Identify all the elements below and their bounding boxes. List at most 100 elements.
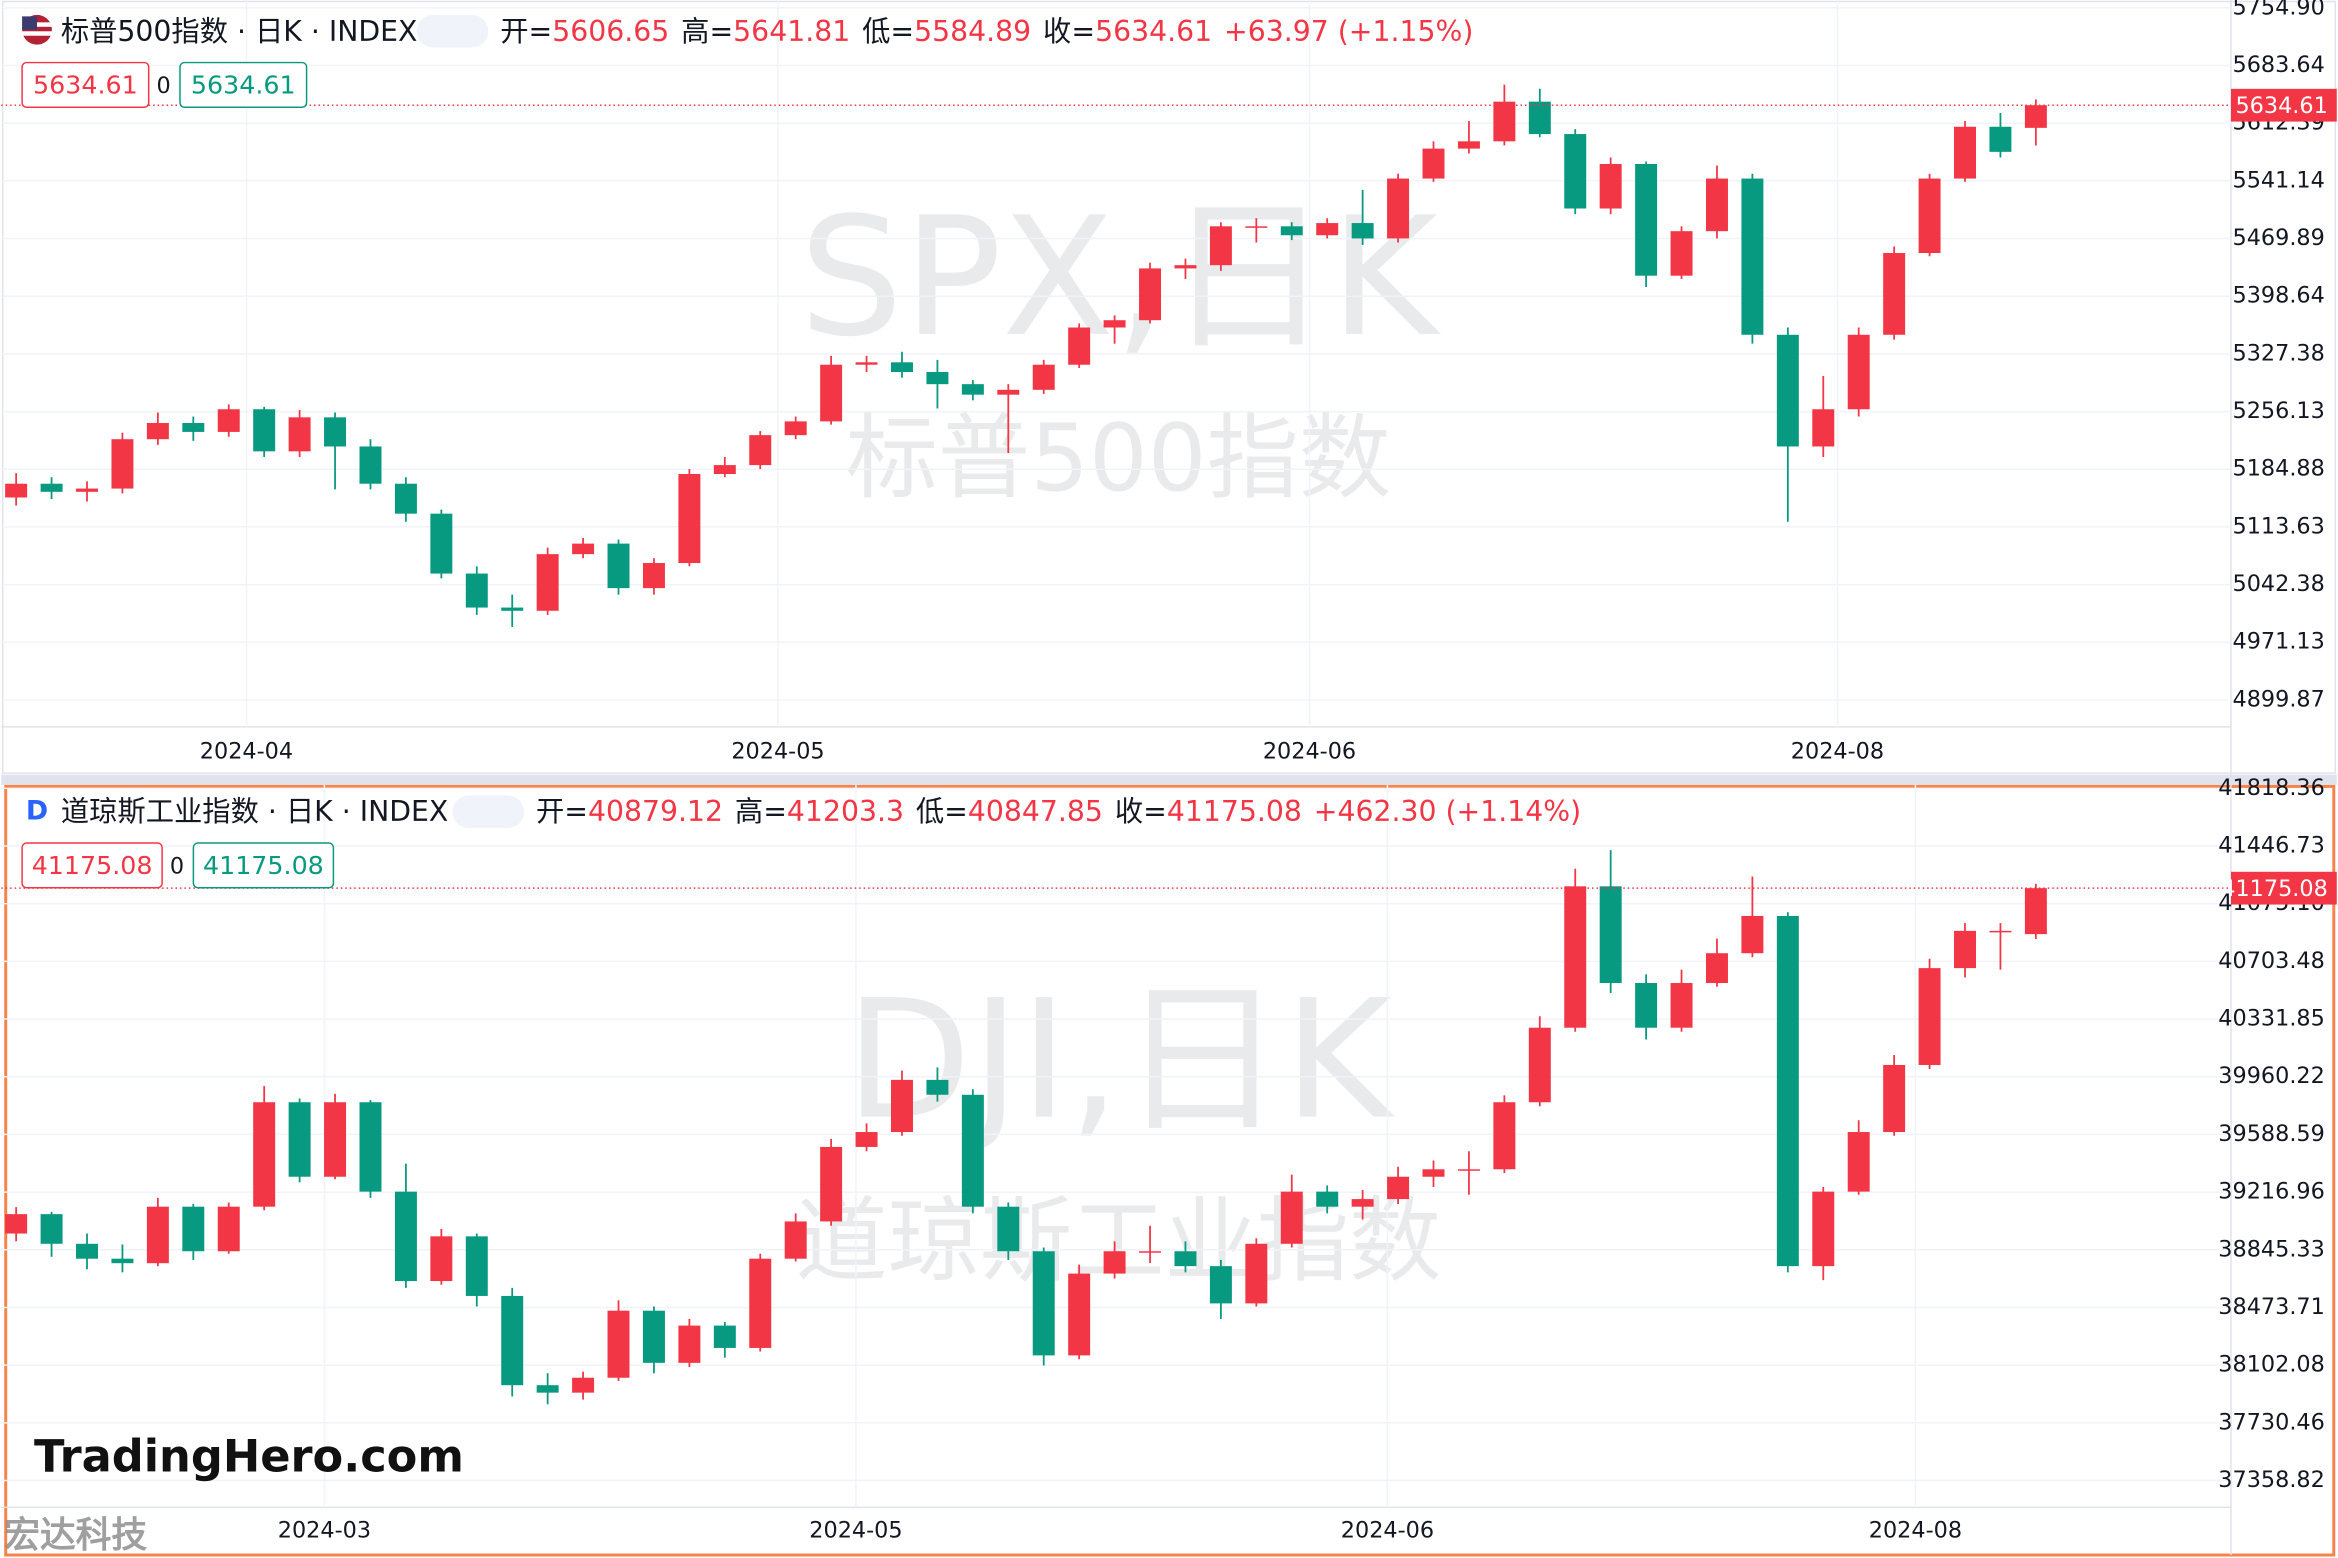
header: 标普500指数 · 日K · INDEX <box>61 15 418 48</box>
flag-icon <box>22 14 52 45</box>
candle-body <box>1812 409 1835 447</box>
candle-body <box>1280 226 1303 236</box>
candle-body <box>926 1079 949 1095</box>
close-badge-label: 5634.61 <box>191 69 296 99</box>
close-badge <box>21 61 150 108</box>
y-tick-label: 39216.96 <box>2218 1179 2325 1205</box>
candle-body <box>40 483 63 492</box>
candle-body <box>324 417 347 447</box>
panel-frame <box>1 0 2337 774</box>
candle-body <box>1422 1169 1445 1177</box>
close-badge-label: 5634.61 <box>33 69 138 99</box>
candle-body <box>1316 223 1339 236</box>
ohlc: 开=40879.12 高=41203.3 低=40847.85 收=41175.08 +… <box>536 795 1581 828</box>
candle-body <box>1989 930 2012 933</box>
ohlc-label: 收= <box>1043 15 1095 48</box>
candle-body <box>1918 178 1941 254</box>
candle-body <box>1528 101 1551 135</box>
x-tick-label: 2024-08 <box>1869 1518 1962 1544</box>
candle-body <box>1457 1169 1480 1171</box>
header-pill[interactable] <box>452 795 525 829</box>
ohlc-label: 高= <box>681 15 733 48</box>
ohlc-value: 41175.08 <box>1167 795 1302 828</box>
candle-body <box>5 483 28 498</box>
candle-body <box>501 1295 524 1386</box>
candle-body <box>642 1310 665 1363</box>
candle-body <box>111 439 134 489</box>
candle-body <box>465 573 488 608</box>
y-tick-label: 40703.48 <box>2218 948 2325 974</box>
x-tick-label: 2024-04 <box>200 739 293 765</box>
candle-body <box>1032 364 1055 390</box>
close-badge <box>192 842 335 889</box>
candle-body <box>961 384 984 395</box>
candle-body <box>678 474 701 564</box>
ohlc-label: 收= <box>1115 795 1167 828</box>
y-tick-label: 5754.90 <box>2232 0 2324 20</box>
candle-body <box>1989 126 2012 152</box>
candle-body <box>324 1102 347 1177</box>
candle-body <box>1209 1266 1232 1304</box>
candle-body <box>1847 334 1870 410</box>
change: +462.30 (+1.14%) <box>1314 795 1581 828</box>
candle-body <box>1705 178 1728 232</box>
ohlc-value: 5641.81 <box>733 15 850 48</box>
y-tick-label: 5256.13 <box>2232 398 2324 424</box>
panel-frame-active <box>4 784 2336 1557</box>
candle-body <box>572 1377 595 1393</box>
candle-body <box>1174 1251 1197 1267</box>
candle-body <box>572 543 595 555</box>
header-pill[interactable] <box>416 14 489 48</box>
candle-body <box>1741 915 1764 954</box>
candle-body <box>465 1236 488 1296</box>
y-tick-label: 41818.36 <box>2218 775 2325 801</box>
candle-body <box>146 1206 169 1264</box>
candle-body <box>749 1258 772 1348</box>
candle-body <box>1316 1191 1339 1207</box>
y-tick-label: 5184.88 <box>2232 456 2324 482</box>
y-tick-label: 39588.59 <box>2218 1121 2325 1147</box>
ohlc-label: 高= <box>735 795 787 828</box>
watermark-sub: 标普500指数 <box>846 404 1392 512</box>
watermark: SPX,日K <box>799 182 1441 373</box>
candle-body <box>820 364 843 422</box>
candle-body <box>76 488 98 492</box>
candle-body <box>1954 930 1976 969</box>
candle-body <box>5 1214 28 1234</box>
candle-body <box>1635 983 1658 1028</box>
ohlc-value: 40847.85 <box>968 795 1103 828</box>
candle-body <box>1741 178 1764 335</box>
last-price-badge <box>2231 871 2337 905</box>
close-badge-label: 41175.08 <box>32 850 153 880</box>
candle-body <box>1068 1273 1091 1356</box>
candle-body <box>1954 126 1976 179</box>
header: 道琼斯工业指数 · 日K · INDEX <box>61 795 448 828</box>
candle-body <box>536 554 559 611</box>
watermark-sub: 道琼斯工业指数 <box>795 1187 1441 1295</box>
candle-body <box>1918 968 1941 1065</box>
candle-body <box>1351 1199 1374 1207</box>
y-tick-label: 40331.85 <box>2218 1006 2325 1032</box>
symbol-title: 道琼斯工业指数 · 日K · INDEX <box>61 795 448 828</box>
ohlc-label: 开= <box>500 15 552 48</box>
candle-body <box>855 362 878 365</box>
candle-body <box>288 1102 311 1177</box>
y-tick-label: 5398.64 <box>2232 283 2324 309</box>
candle-body <box>359 446 382 484</box>
candle-body <box>997 389 1020 395</box>
candle-body <box>217 409 240 432</box>
y-tick-label: 5327.38 <box>2232 340 2324 366</box>
footer-mark: 宏达科技 <box>4 1515 147 1556</box>
ohlc-value: 41203.3 <box>787 795 904 828</box>
candle-body <box>430 1236 453 1282</box>
symbol-title: 标普500指数 · 日K · INDEX <box>61 15 418 48</box>
candle-body <box>1245 226 1268 228</box>
candle-body <box>1103 1251 1126 1274</box>
candle-body <box>1883 253 1906 335</box>
spread: 0 <box>156 73 170 99</box>
candle-body <box>891 362 913 373</box>
candle-body <box>855 1132 878 1147</box>
candle-body <box>1245 1243 1268 1304</box>
x-tick-label: 2024-05 <box>809 1518 902 1544</box>
